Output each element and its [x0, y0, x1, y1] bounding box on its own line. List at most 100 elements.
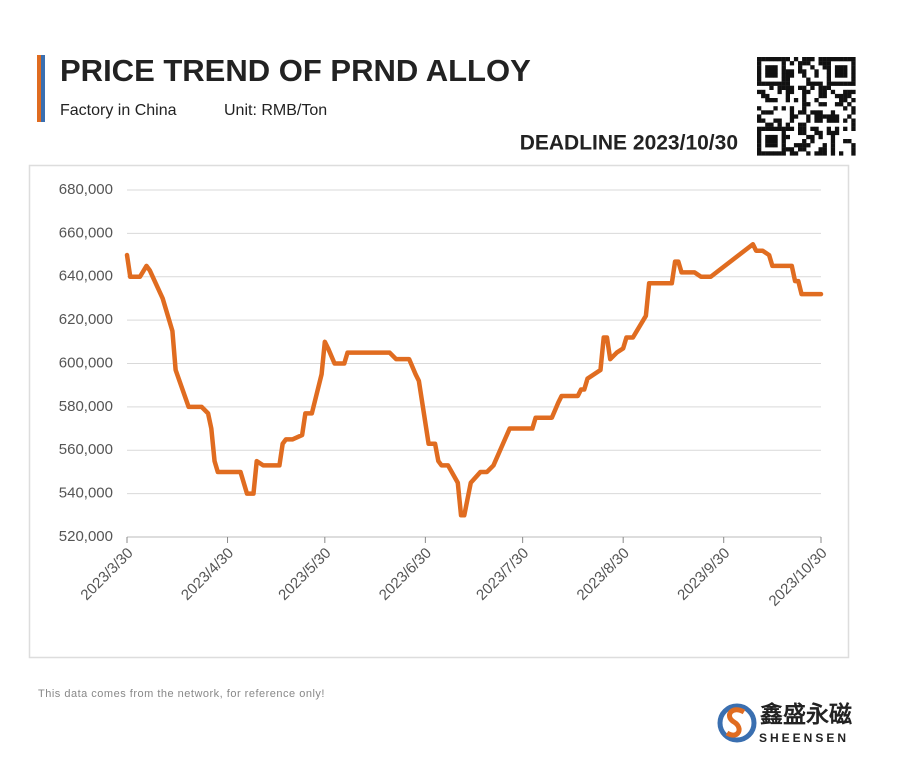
qr-cell	[806, 81, 811, 86]
qr-cell	[793, 143, 799, 148]
qr-cell	[839, 65, 844, 70]
qr-cell	[830, 134, 836, 140]
accent-orange	[37, 55, 41, 122]
qr-cell	[843, 81, 848, 86]
qr-cell	[798, 69, 803, 74]
qr-cell	[822, 65, 827, 70]
qr-cell	[765, 134, 770, 140]
qr-cell	[798, 126, 803, 131]
qr-cell	[781, 143, 786, 148]
qr-cell	[777, 89, 782, 95]
qr-cell	[769, 73, 774, 78]
x-tick-label: 2023/4/30	[178, 545, 237, 604]
qr-cell	[802, 61, 807, 66]
qr-cell	[757, 106, 762, 111]
plot-frame	[28, 164, 850, 659]
qr-cell	[757, 57, 762, 62]
qr-cell	[757, 77, 762, 82]
qr-cell	[830, 147, 836, 152]
qr-cell	[847, 57, 852, 62]
qr-cell	[789, 106, 795, 111]
qr-cell	[830, 110, 836, 115]
qr-cell	[834, 93, 840, 99]
qr-cell	[798, 65, 803, 70]
qr-cell	[843, 69, 848, 74]
qr-cell	[826, 69, 831, 74]
qr-cell	[810, 126, 815, 131]
qr-cell	[818, 57, 823, 62]
qr-cell	[818, 102, 823, 107]
qr-cell	[839, 81, 844, 86]
qr-cell	[851, 57, 856, 62]
qr-cell	[793, 151, 799, 156]
qr-code	[757, 57, 856, 156]
qr-cell	[757, 130, 762, 136]
qr-cell	[761, 151, 766, 156]
qr-cell	[769, 110, 774, 115]
qr-cell	[814, 98, 819, 103]
qr-cell	[806, 102, 811, 107]
qr-cell	[843, 126, 848, 131]
qr-cell	[826, 114, 831, 119]
qr-cell	[851, 81, 856, 86]
qr-cell	[834, 114, 840, 119]
qr-cell	[810, 81, 815, 86]
qr-cell	[830, 89, 836, 95]
qr-cell	[793, 57, 799, 62]
qr-cell	[851, 73, 856, 78]
qr-cell	[769, 122, 774, 127]
qr-cell	[830, 143, 836, 148]
qr-cell	[802, 110, 807, 115]
qr-cell	[814, 130, 819, 136]
qr-cell	[761, 93, 766, 99]
note: This data comes from the network, for re…	[38, 688, 325, 700]
qr-cell	[834, 65, 840, 70]
qr-cell	[851, 147, 856, 152]
qr-cell	[789, 126, 795, 131]
qr-cell	[765, 143, 770, 148]
qr-cell	[839, 102, 844, 107]
qr-cell	[777, 81, 782, 86]
qr-cell	[822, 143, 827, 148]
qr-cell	[839, 151, 844, 156]
y-tick-label: 680,000	[59, 181, 113, 198]
qr-cell	[785, 85, 790, 90]
y-tick-label: 620,000	[59, 311, 113, 328]
qr-cell	[802, 147, 807, 152]
qr-cell	[826, 118, 831, 123]
qr-cell	[769, 126, 774, 131]
qr-cell	[757, 89, 762, 95]
qr-cell	[757, 126, 762, 131]
qr-cell	[773, 106, 778, 111]
qr-cell	[806, 134, 811, 140]
qr-cell	[822, 85, 827, 90]
qr-cell	[843, 57, 848, 62]
qr-cell	[769, 65, 774, 70]
qr-cell	[834, 102, 840, 107]
y-tick-label: 660,000	[59, 224, 113, 241]
qr-cell	[851, 118, 856, 123]
qr-cell	[781, 126, 786, 131]
qr-cell	[802, 93, 807, 99]
qr-cell	[773, 98, 778, 103]
qr-cell	[814, 110, 819, 115]
qr-cell	[769, 57, 774, 62]
qr-cell	[830, 130, 836, 136]
qr-cell	[818, 61, 823, 66]
qr-cell	[806, 77, 811, 82]
qr-cell	[781, 134, 786, 140]
qr-cell	[826, 126, 831, 131]
qr-cell	[802, 98, 807, 103]
qr-cell	[822, 114, 827, 119]
qr-cell	[777, 118, 782, 123]
qr-cell	[826, 65, 831, 70]
qr-cell	[847, 139, 852, 144]
qr-cell	[781, 106, 786, 111]
qr-cell	[757, 118, 762, 123]
qr-cell	[757, 69, 762, 74]
qr-cell	[789, 73, 795, 78]
qr-cell	[822, 93, 827, 99]
qr-cell	[834, 126, 840, 131]
qr-cell	[826, 81, 831, 86]
qr-cell	[761, 118, 766, 123]
